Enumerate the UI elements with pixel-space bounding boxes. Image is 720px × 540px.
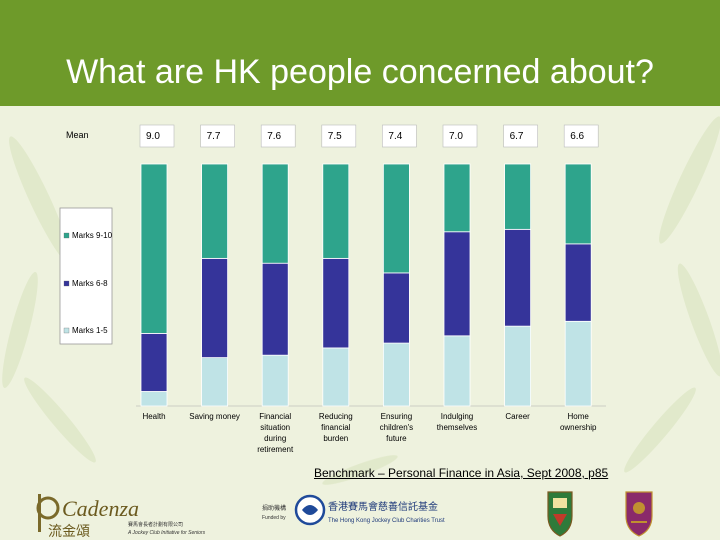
- bar-segment-5-series-3: [382, 163, 410, 274]
- mean-value-4: 7.5: [328, 131, 342, 142]
- mean-value-box-7: [503, 124, 538, 148]
- bar-segment-2-series-1: [201, 357, 229, 407]
- cadenza-sub-english: A Jockey Club Initiative for Seniors: [127, 530, 206, 536]
- category-label-1: Health: [142, 412, 165, 421]
- legend-swatch-2: [63, 280, 70, 287]
- mean-value-box-3: [260, 124, 296, 148]
- trust-chinese-name: 香港賽馬會慈善信託基金: [328, 500, 438, 513]
- bar-segment-3-series-2: [261, 262, 289, 356]
- mean-value-3: 7.6: [267, 131, 281, 142]
- cuhk-crest-icon: [625, 491, 653, 537]
- legend-swatch-3: [63, 327, 70, 334]
- source-citation: Benchmark – Personal Finance in Asia, Se…: [314, 466, 609, 480]
- mean-row-label: Mean: [66, 130, 89, 140]
- legend-label-3: Marks 1-5: [72, 326, 108, 335]
- mean-value-2: 7.7: [207, 131, 221, 142]
- mean-value-box-5: [382, 124, 417, 148]
- title-bar: [0, 0, 720, 106]
- trust-english-name: The Hong Kong Jockey Club Charities Trus…: [328, 518, 445, 524]
- legend-label-2: Marks 6-8: [72, 279, 108, 288]
- mean-value-box-4: [321, 124, 357, 148]
- bar-segment-7-series-1: [504, 325, 532, 407]
- cadenza-logo: Cadenza 流金頌 賽馬會長者計劃有限公司 A Jockey Club In…: [36, 494, 206, 539]
- legend-swatch-1: [63, 232, 70, 239]
- bar-segment-2-series-2: [201, 257, 229, 359]
- jockey-club-emblem: [294, 494, 326, 526]
- category-label-2: Saving money: [189, 412, 240, 421]
- mean-value-8: 6.6: [570, 131, 584, 142]
- category-label-5: Ensuring children's future: [380, 412, 414, 443]
- cadenza-logo-text: Cadenza: [62, 496, 139, 521]
- category-label-7: Career: [505, 412, 530, 421]
- funded-by-chinese: 捐助機構: [262, 504, 286, 512]
- mean-value-box-8: [563, 124, 599, 148]
- legend-label-1: Marks 9-10: [72, 231, 113, 240]
- category-label-6: Indulging themselves: [437, 412, 477, 432]
- cadenza-chinese-text: 流金頌: [48, 523, 90, 539]
- legend: [59, 207, 113, 345]
- category-label-4: Reducing financial burden: [319, 412, 353, 443]
- category-label-8: Home ownership: [560, 412, 597, 432]
- mean-value-box-6: [442, 124, 478, 148]
- bar-segment-8-series-1: [564, 320, 592, 407]
- bar-segment-4-series-1: [322, 347, 350, 407]
- funded-by-label: 捐助機構 Funded by: [262, 504, 286, 521]
- mean-value-5: 7.4: [388, 131, 402, 142]
- mean-value-box-1: [139, 124, 175, 148]
- bar-segment-5-series-2: [382, 272, 410, 344]
- mean-value-7: 6.7: [510, 131, 524, 142]
- bar-segment-6-series-3: [443, 163, 471, 233]
- bar-segment-5-series-1: [382, 342, 410, 407]
- category-label-3: Financial situation during retirement: [257, 412, 294, 454]
- bar-segment-6-series-1: [443, 335, 471, 407]
- cadenza-sub-chinese: 賽馬會長者計劃有限公司: [128, 521, 183, 528]
- bar-segment-1-series-2: [140, 332, 168, 392]
- university-crest-icon: [547, 491, 573, 537]
- mean-value-1: 9.0: [146, 131, 160, 142]
- bar-segment-3-series-3: [261, 163, 289, 264]
- bar-segment-1-series-3: [140, 163, 168, 334]
- bar-segment-8-series-3: [564, 163, 592, 245]
- bar-segment-3-series-1: [261, 354, 289, 407]
- bar-segment-7-series-3: [504, 163, 532, 230]
- bar-segment-2-series-3: [201, 163, 229, 259]
- bar-segment-7-series-2: [504, 228, 532, 327]
- bar-segment-4-series-3: [322, 163, 350, 259]
- mean-value-box-2: [200, 124, 235, 148]
- bar-segment-4-series-2: [322, 257, 350, 349]
- logo-footer: Cadenza 流金頌 賽馬會長者計劃有限公司 A Jockey Club In…: [36, 491, 653, 539]
- slide-title: What are HK people concerned about?: [66, 53, 654, 91]
- funded-by-english: Funded by: [262, 515, 286, 521]
- bar-segment-6-series-2: [443, 231, 471, 337]
- legend-frame: [59, 207, 113, 345]
- bar-segment-8-series-2: [564, 243, 592, 322]
- bar-segment-1-series-1: [140, 391, 168, 407]
- mean-value-6: 7.0: [449, 131, 463, 142]
